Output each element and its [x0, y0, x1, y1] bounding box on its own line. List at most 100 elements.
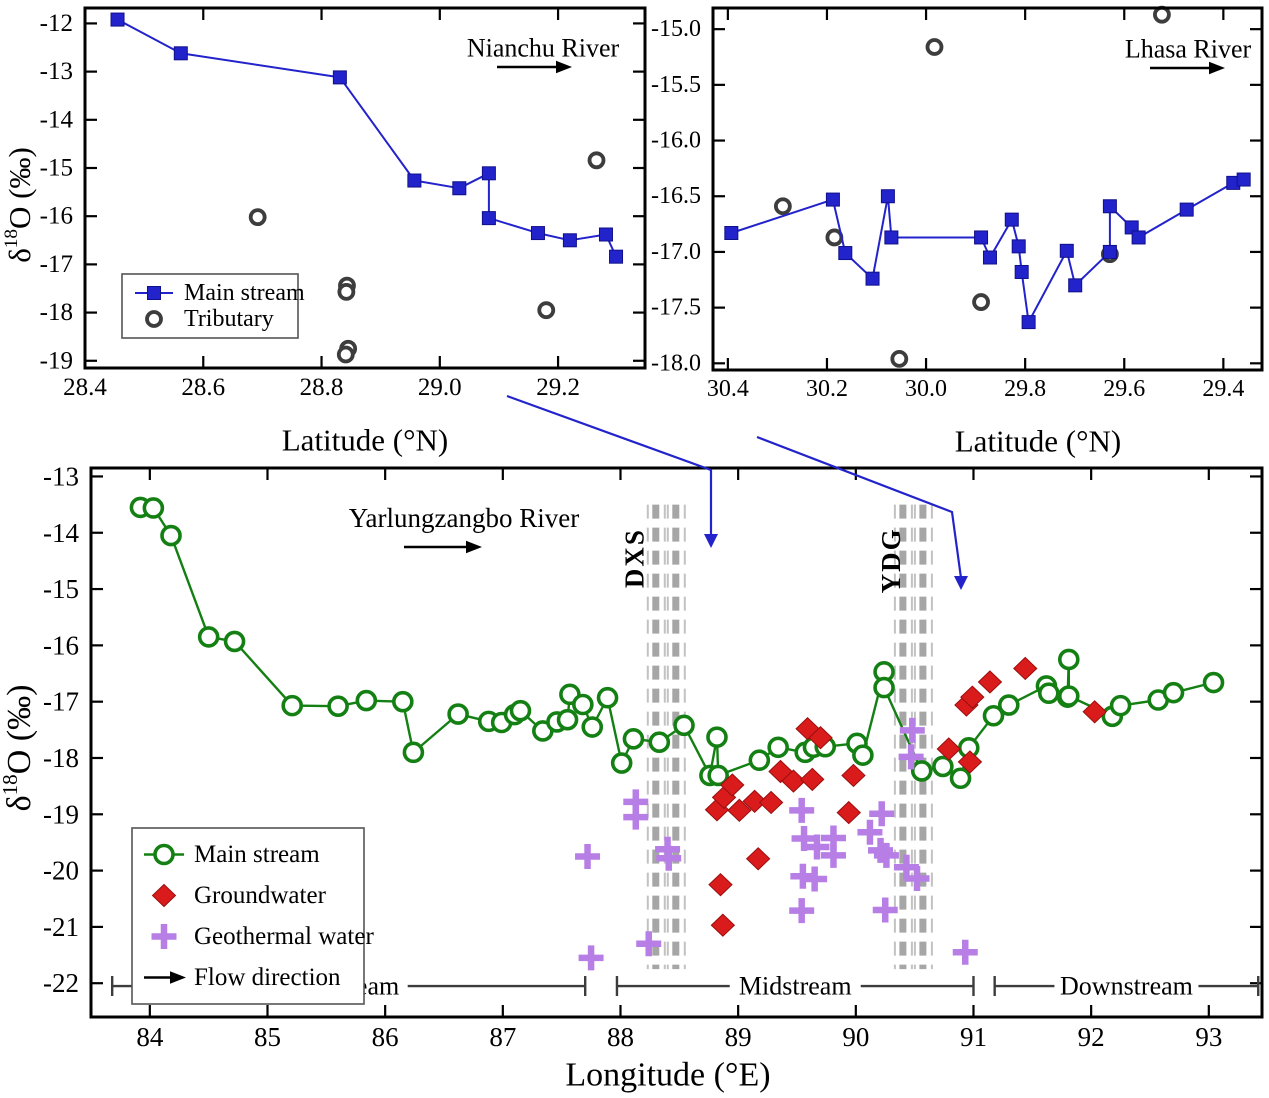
- data-point: [1021, 315, 1036, 330]
- data-point: [578, 945, 604, 971]
- data-point: [656, 845, 682, 871]
- data-point: [767, 736, 789, 759]
- data-point: [789, 898, 815, 924]
- y-tick-label: -19: [43, 799, 79, 829]
- data-point: [1014, 264, 1029, 279]
- data-point: [972, 293, 990, 311]
- x-tick-label: 28.8: [300, 374, 344, 401]
- data-point: [898, 744, 924, 770]
- band-ydg: YDG: [876, 504, 933, 970]
- data-point: [337, 282, 356, 301]
- y-tick-label: -21: [43, 912, 79, 942]
- data-point: [1004, 212, 1019, 227]
- region-label: Downstream: [1060, 972, 1193, 1001]
- series-tributary: [773, 5, 1171, 368]
- data-point: [1013, 656, 1038, 681]
- data-point: [110, 12, 125, 27]
- data-point: [407, 173, 422, 188]
- y-axis-label: δ18O (‰): [0, 685, 38, 812]
- data-point: [636, 931, 662, 957]
- axes-lhasa: 30.4 30.2 30.0 29.8 29.6 29.4 -15.0 -15.5 -16.0 -…: [651, 6, 1264, 402]
- data-point: [648, 731, 671, 754]
- data-point: [509, 699, 532, 722]
- data-point: [791, 826, 817, 852]
- y-tick-label: -17: [43, 687, 79, 717]
- data-point: [556, 708, 579, 731]
- data-point: [1057, 648, 1080, 671]
- river-name-label: Nianchu River: [467, 34, 620, 63]
- y-tick-label: -17.0: [651, 239, 701, 265]
- flow-direction-arrow: [1150, 61, 1225, 75]
- data-point: [1236, 172, 1251, 187]
- data-point: [997, 694, 1020, 716]
- data-point: [974, 230, 989, 245]
- data-point: [865, 271, 880, 286]
- data-point: [1131, 230, 1146, 245]
- data-point: [820, 842, 846, 868]
- x-tick-label: 89: [725, 1022, 752, 1052]
- x-tick-label: 29.8: [1004, 376, 1046, 402]
- data-point: [789, 797, 815, 823]
- y-tick-label: -15: [40, 155, 73, 182]
- x-tick-label: 29.4: [1202, 376, 1244, 402]
- y-tick-label: -13: [43, 461, 79, 491]
- series-groundwater: [704, 656, 1107, 937]
- data-point: [890, 349, 909, 368]
- data-point: [622, 728, 645, 750]
- axes-yarlungzangbo: 84 85 86 87 88 89 90 91 92 93 -13 -14 -15 -16 -17 -18 -1…: [43, 461, 1264, 1052]
- river-name-label: Yarlungzangbo River: [349, 503, 579, 533]
- data-point: [977, 670, 1003, 694]
- data-point: [825, 192, 840, 207]
- data-point: [982, 704, 1005, 727]
- data-point: [173, 46, 188, 61]
- data-point: [575, 844, 601, 870]
- legend-yarlungzangbo: Main stream Groundwater Geothermal water Fl…: [131, 827, 374, 1005]
- data-point: [904, 865, 930, 891]
- data-point: [609, 249, 624, 264]
- series-main-stream: [129, 496, 1225, 790]
- data-point: [452, 181, 467, 196]
- x-tick-label: 85: [254, 1022, 281, 1052]
- data-point: [706, 726, 728, 748]
- x-tick-label: 90: [842, 1022, 869, 1052]
- data-point: [857, 819, 883, 845]
- data-point: [581, 716, 604, 738]
- x-tick-label: 30.2: [806, 376, 848, 402]
- legend-label: Tributary: [184, 306, 274, 332]
- data-point: [804, 834, 830, 860]
- data-point: [623, 804, 649, 830]
- data-point: [708, 872, 733, 897]
- data-point: [925, 38, 944, 56]
- series-geothermal-water: [575, 717, 978, 971]
- flow-direction-arrow: [497, 60, 572, 74]
- data-point: [537, 301, 556, 320]
- series-main-stream: [110, 12, 624, 264]
- data-point: [952, 939, 978, 965]
- data-point: [960, 685, 985, 709]
- y-tick-label: -16.5: [651, 183, 701, 209]
- legend-label: Flow direction: [194, 964, 341, 991]
- data-point: [160, 524, 182, 547]
- legend-circle-marker: [145, 310, 163, 328]
- y-tick-label: -19: [40, 347, 73, 374]
- data-point: [1082, 700, 1107, 724]
- data-point: [598, 227, 613, 242]
- region-label: Midstream: [739, 972, 852, 1001]
- data-point: [1057, 685, 1080, 707]
- band-label-ydg: YDG: [876, 527, 906, 593]
- x-tick-label: 92: [1078, 1022, 1105, 1052]
- x-axis-label: Latitude (°N): [282, 423, 448, 458]
- x-tick-label: 86: [372, 1022, 399, 1052]
- data-point: [982, 250, 997, 265]
- data-point: [808, 726, 833, 750]
- legend-label: Groundwater: [194, 882, 327, 909]
- x-tick-label: 29.0: [418, 374, 462, 401]
- legend-plus-marker: [151, 924, 177, 949]
- region-bracket-midstream: Midstream: [615, 972, 975, 1001]
- data-point: [223, 630, 246, 653]
- axes-nianchu: 28.4 28.6 28.8 29.0 29.2 -12 -13 -14 -15 -16 -17 -1…: [40, 6, 647, 401]
- data-point: [1109, 694, 1132, 717]
- data-point: [781, 769, 806, 793]
- legend-diamond-marker: [151, 883, 177, 908]
